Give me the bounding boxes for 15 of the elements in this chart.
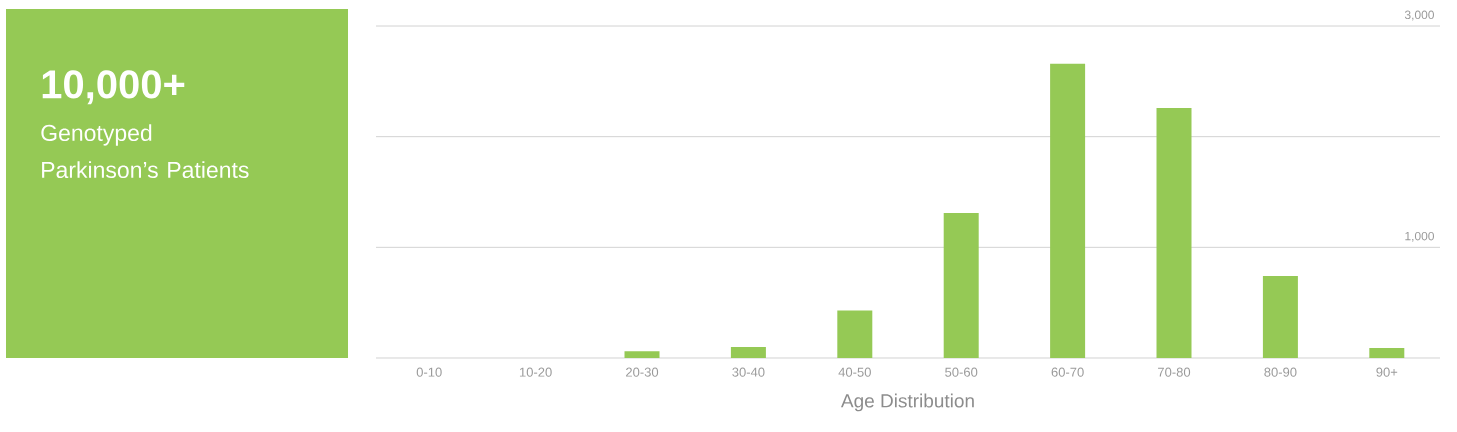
text: 10,000+ [42,70,185,105]
x-tick-label: 90+ [1376,367,1398,377]
x-tick-label: 80-90 [1264,367,1297,377]
x-tick-label: 10-20 [519,367,552,377]
x-tick-label: 20-30 [626,367,659,377]
x-tick-label: 60-70 [1051,367,1084,377]
x-tick-label: 40-50 [838,367,871,377]
text: Genotyped Parkinson’s Patients [41,124,249,179]
y-tick-label: 1,000 [1405,231,1435,242]
x-tick-label: 50-60 [945,367,978,377]
x-tick-label: 30-40 [732,367,765,377]
y-tick-label: 3,000 [1404,10,1435,21]
x-axis-title: Age Distribution [840,393,974,412]
x-tick-label: 70-80 [1158,367,1191,377]
x-tick-label: 0-10 [416,367,442,377]
